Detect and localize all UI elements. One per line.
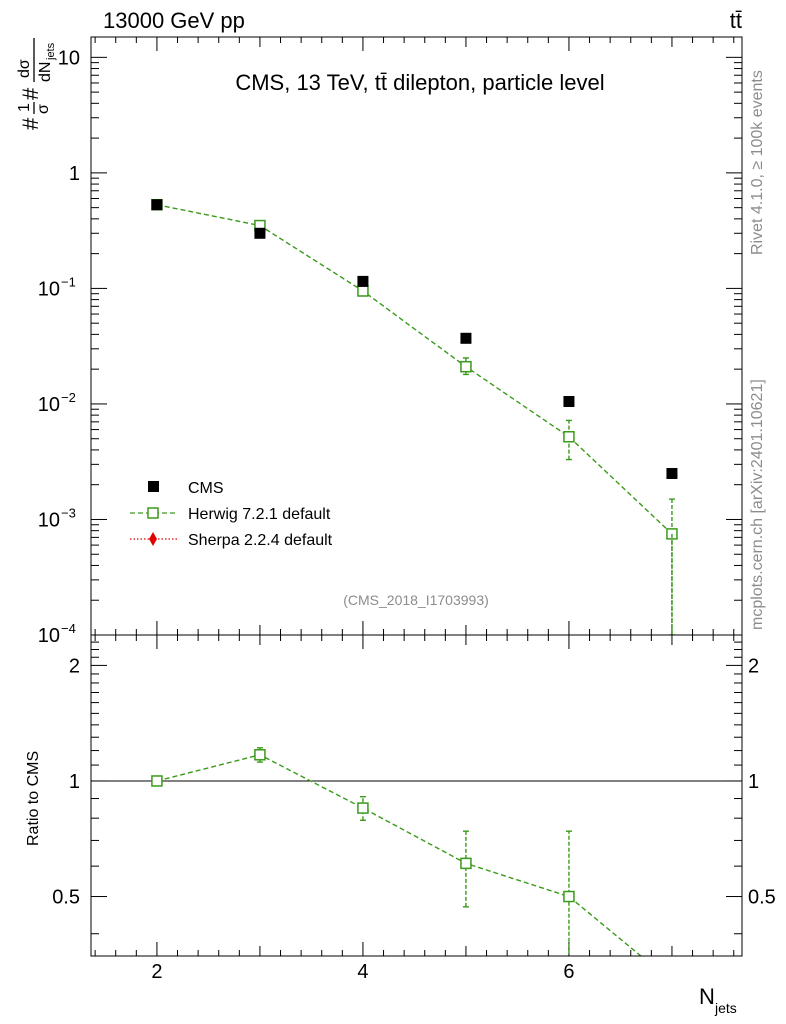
- x-tick-label: 4: [357, 961, 368, 983]
- ratio-plot-panel: 2 2 1 1 0.5 0.5: [52, 634, 776, 987]
- herwig-line: [156, 204, 673, 535]
- ylabel-dn: dN: [37, 62, 54, 82]
- cms-point: [357, 275, 369, 287]
- ratio-x-ticks: [94, 635, 735, 956]
- main-y-tick-label: 10: [58, 47, 80, 69]
- analysis-tag: (CMS_2018_I1703993): [343, 592, 489, 608]
- ratio-series-layer: [151, 747, 677, 987]
- legend-cms-label: CMS: [188, 480, 224, 497]
- main-y-tick-label: 10: [38, 509, 60, 531]
- legend-herwig-marker: [147, 507, 159, 519]
- cms-point: [254, 227, 266, 239]
- main-y-tick-exponent: −4: [61, 621, 76, 636]
- mcplots-source-text: mcplots.cern.ch [arXiv:2401.10621]: [749, 379, 766, 630]
- main-series-layer: [151, 198, 678, 635]
- ratio-y-axis-label: Ratio to CMS: [25, 751, 42, 846]
- main-y-axis-label: # 1 σ # dσ dN jets: [16, 38, 57, 130]
- herwig-point: [563, 430, 575, 443]
- herwig-ratio-line: [156, 754, 642, 956]
- herwig-ratio-point: [357, 802, 369, 814]
- x-tick-labels: 2 4 6: [151, 961, 574, 983]
- legend-sherpa-marker: [149, 532, 157, 546]
- main-y-tick-label: 10: [38, 278, 60, 300]
- herwig-ratio-point: [563, 890, 575, 903]
- legend-sherpa-label: Sherpa 2.2.4 default: [188, 532, 333, 549]
- herwig-ratio-point: [254, 749, 266, 761]
- main-y-tick-label: 1: [69, 163, 80, 185]
- x-tick-label: 2: [151, 961, 162, 983]
- x-axis-label: N jets: [699, 984, 737, 1016]
- main-plot-title: CMS, 13 TeV, tt̄ dilepton, particle leve…: [235, 70, 604, 95]
- ratio-y-tick-label-right: 1: [748, 771, 759, 793]
- process-label: tt̄: [730, 8, 742, 33]
- ratio-y-tick-label-left: 1: [69, 771, 80, 793]
- ratio-y-tick-labels: 2 2 1 1 0.5 0.5: [52, 655, 776, 908]
- ylabel-hash-2: #: [18, 87, 43, 100]
- energy-label: 13000 GeV pp: [103, 8, 245, 33]
- ratio-y-tick-label-right: 2: [748, 655, 759, 677]
- herwig-point: [357, 285, 369, 297]
- x-axis-label-sub: jets: [714, 1000, 737, 1016]
- main-y-tick-exponent: −2: [61, 390, 76, 405]
- main-y-tick-label: 10: [38, 394, 60, 416]
- main-y-tick-exponent: −3: [61, 505, 76, 520]
- herwig-point: [460, 360, 472, 373]
- legend-herwig-label: Herwig 7.2.1 default: [188, 506, 331, 523]
- herwig-ratio-point: [460, 857, 472, 870]
- legend: CMS Herwig 7.2.1 default Sherpa 2.2.4 de…: [130, 480, 333, 549]
- ratio-plot-frame: [90, 634, 743, 957]
- rivet-version-text: Rivet 4.1.0, ≥ 100k events: [749, 70, 766, 255]
- cms-point: [151, 199, 163, 211]
- legend-cms-marker: [148, 481, 159, 492]
- ylabel-hash-1: #: [18, 117, 43, 130]
- ylabel-dsigma: dσ: [16, 59, 33, 78]
- ratio-y-tick-label-right: 0.5: [748, 887, 776, 909]
- ratio-y-tick-label-left: 0.5: [52, 887, 80, 909]
- x-tick-label: 6: [563, 961, 574, 983]
- cms-point: [460, 332, 472, 344]
- ylabel-one: 1: [16, 103, 33, 112]
- herwig-ratio-point: [151, 775, 163, 787]
- main-y-ticks: [91, 56, 742, 636]
- ratio-y-tick-label-left: 2: [69, 655, 80, 677]
- herwig-ratio-point: [667, 977, 677, 987]
- x-axis-label-base: N: [699, 984, 715, 1009]
- main-y-tick-label: 10: [38, 625, 60, 647]
- ylabel-sigma: σ: [35, 104, 52, 114]
- ylabel-jets-sub: jets: [45, 42, 57, 61]
- ratio-y-ticks: [91, 641, 742, 935]
- main-y-tick-exponent: −1: [61, 274, 76, 289]
- cms-point: [666, 467, 678, 479]
- cms-point: [563, 395, 575, 407]
